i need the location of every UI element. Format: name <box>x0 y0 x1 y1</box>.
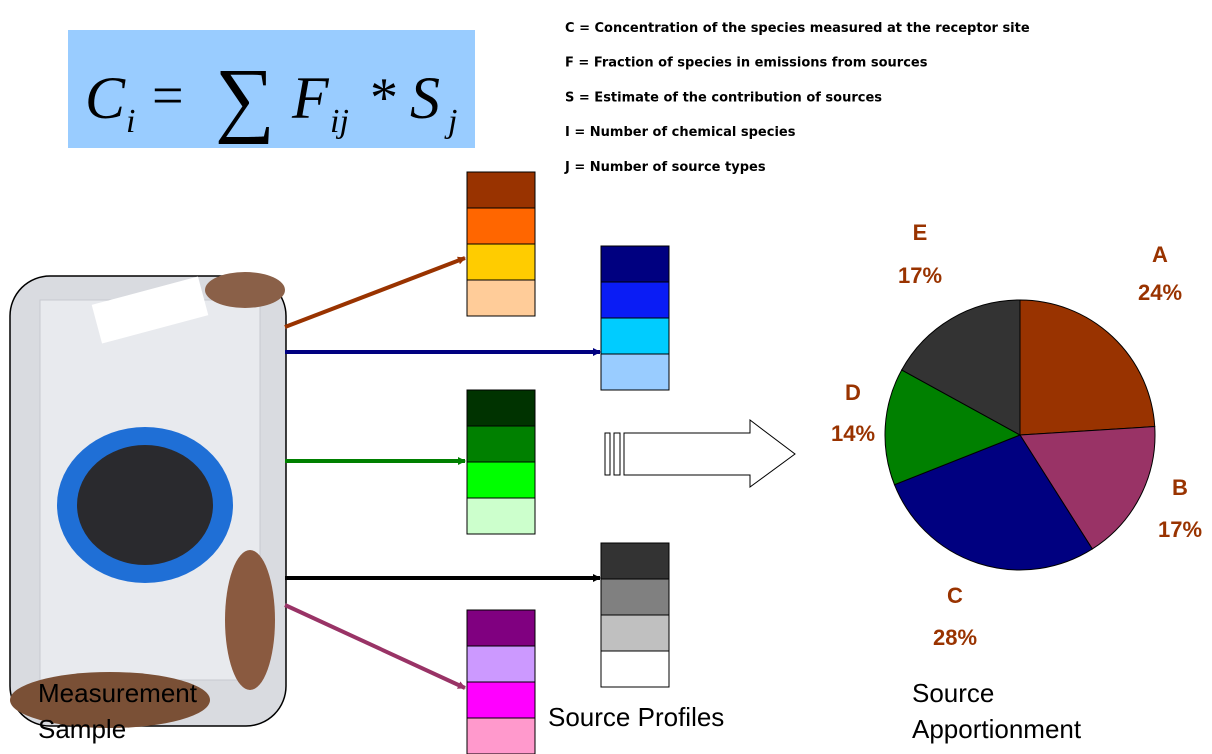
slice-name: C <box>947 583 963 608</box>
apportionment-label: Source <box>912 678 994 708</box>
definition: F = Fraction of species in emissions fro… <box>565 56 928 71</box>
slice-value-label: 14% <box>831 421 875 446</box>
profile-arrow <box>285 605 465 688</box>
profile-block <box>467 610 535 646</box>
slice-name: E <box>913 220 928 245</box>
profile-block <box>601 651 669 687</box>
measurement-label: Sample <box>38 714 126 744</box>
profile-block <box>467 426 535 462</box>
profile-block <box>467 172 535 208</box>
profile-block <box>601 615 669 651</box>
profile-block <box>467 208 535 244</box>
profile-block <box>467 244 535 280</box>
slice-value-label: 24% <box>1138 280 1182 305</box>
slice-value-label: 17% <box>898 263 942 288</box>
profile-block <box>601 318 669 354</box>
definition: S = Estimate of the contribution of sour… <box>565 90 882 105</box>
profile-block <box>467 718 535 754</box>
profile-block <box>467 498 535 534</box>
process-arrow <box>605 420 795 487</box>
profile-block <box>601 543 669 579</box>
definition: I = Number of chemical species <box>565 125 796 140</box>
profile-block <box>601 246 669 282</box>
slice-name: A <box>1152 242 1168 267</box>
profile-block <box>467 280 535 316</box>
profile-block <box>467 682 535 718</box>
profile-block <box>601 579 669 615</box>
profile-block <box>467 390 535 426</box>
slice-name: B <box>1172 475 1188 500</box>
measurement-label: Measurement <box>38 678 198 708</box>
pie-slice <box>1020 300 1155 435</box>
sample-photo <box>10 272 286 728</box>
slice-name: D <box>845 380 861 405</box>
profile-block <box>467 462 535 498</box>
profile-block <box>601 354 669 390</box>
definition: J = Number of source types <box>564 160 766 175</box>
profile-block <box>467 646 535 682</box>
definition: C = Concentration of the species measure… <box>565 21 1030 36</box>
profile-block <box>601 282 669 318</box>
diagram: C i = ∑ F ij * S j Measurement Sample So… <box>0 0 1212 754</box>
profiles-label: Source Profiles <box>548 702 724 732</box>
slice-value-label: 28% <box>933 625 977 650</box>
apportionment-label: Apportionment <box>912 714 1082 744</box>
profile-arrow <box>285 258 465 327</box>
slice-value-label: 17% <box>1158 517 1202 542</box>
